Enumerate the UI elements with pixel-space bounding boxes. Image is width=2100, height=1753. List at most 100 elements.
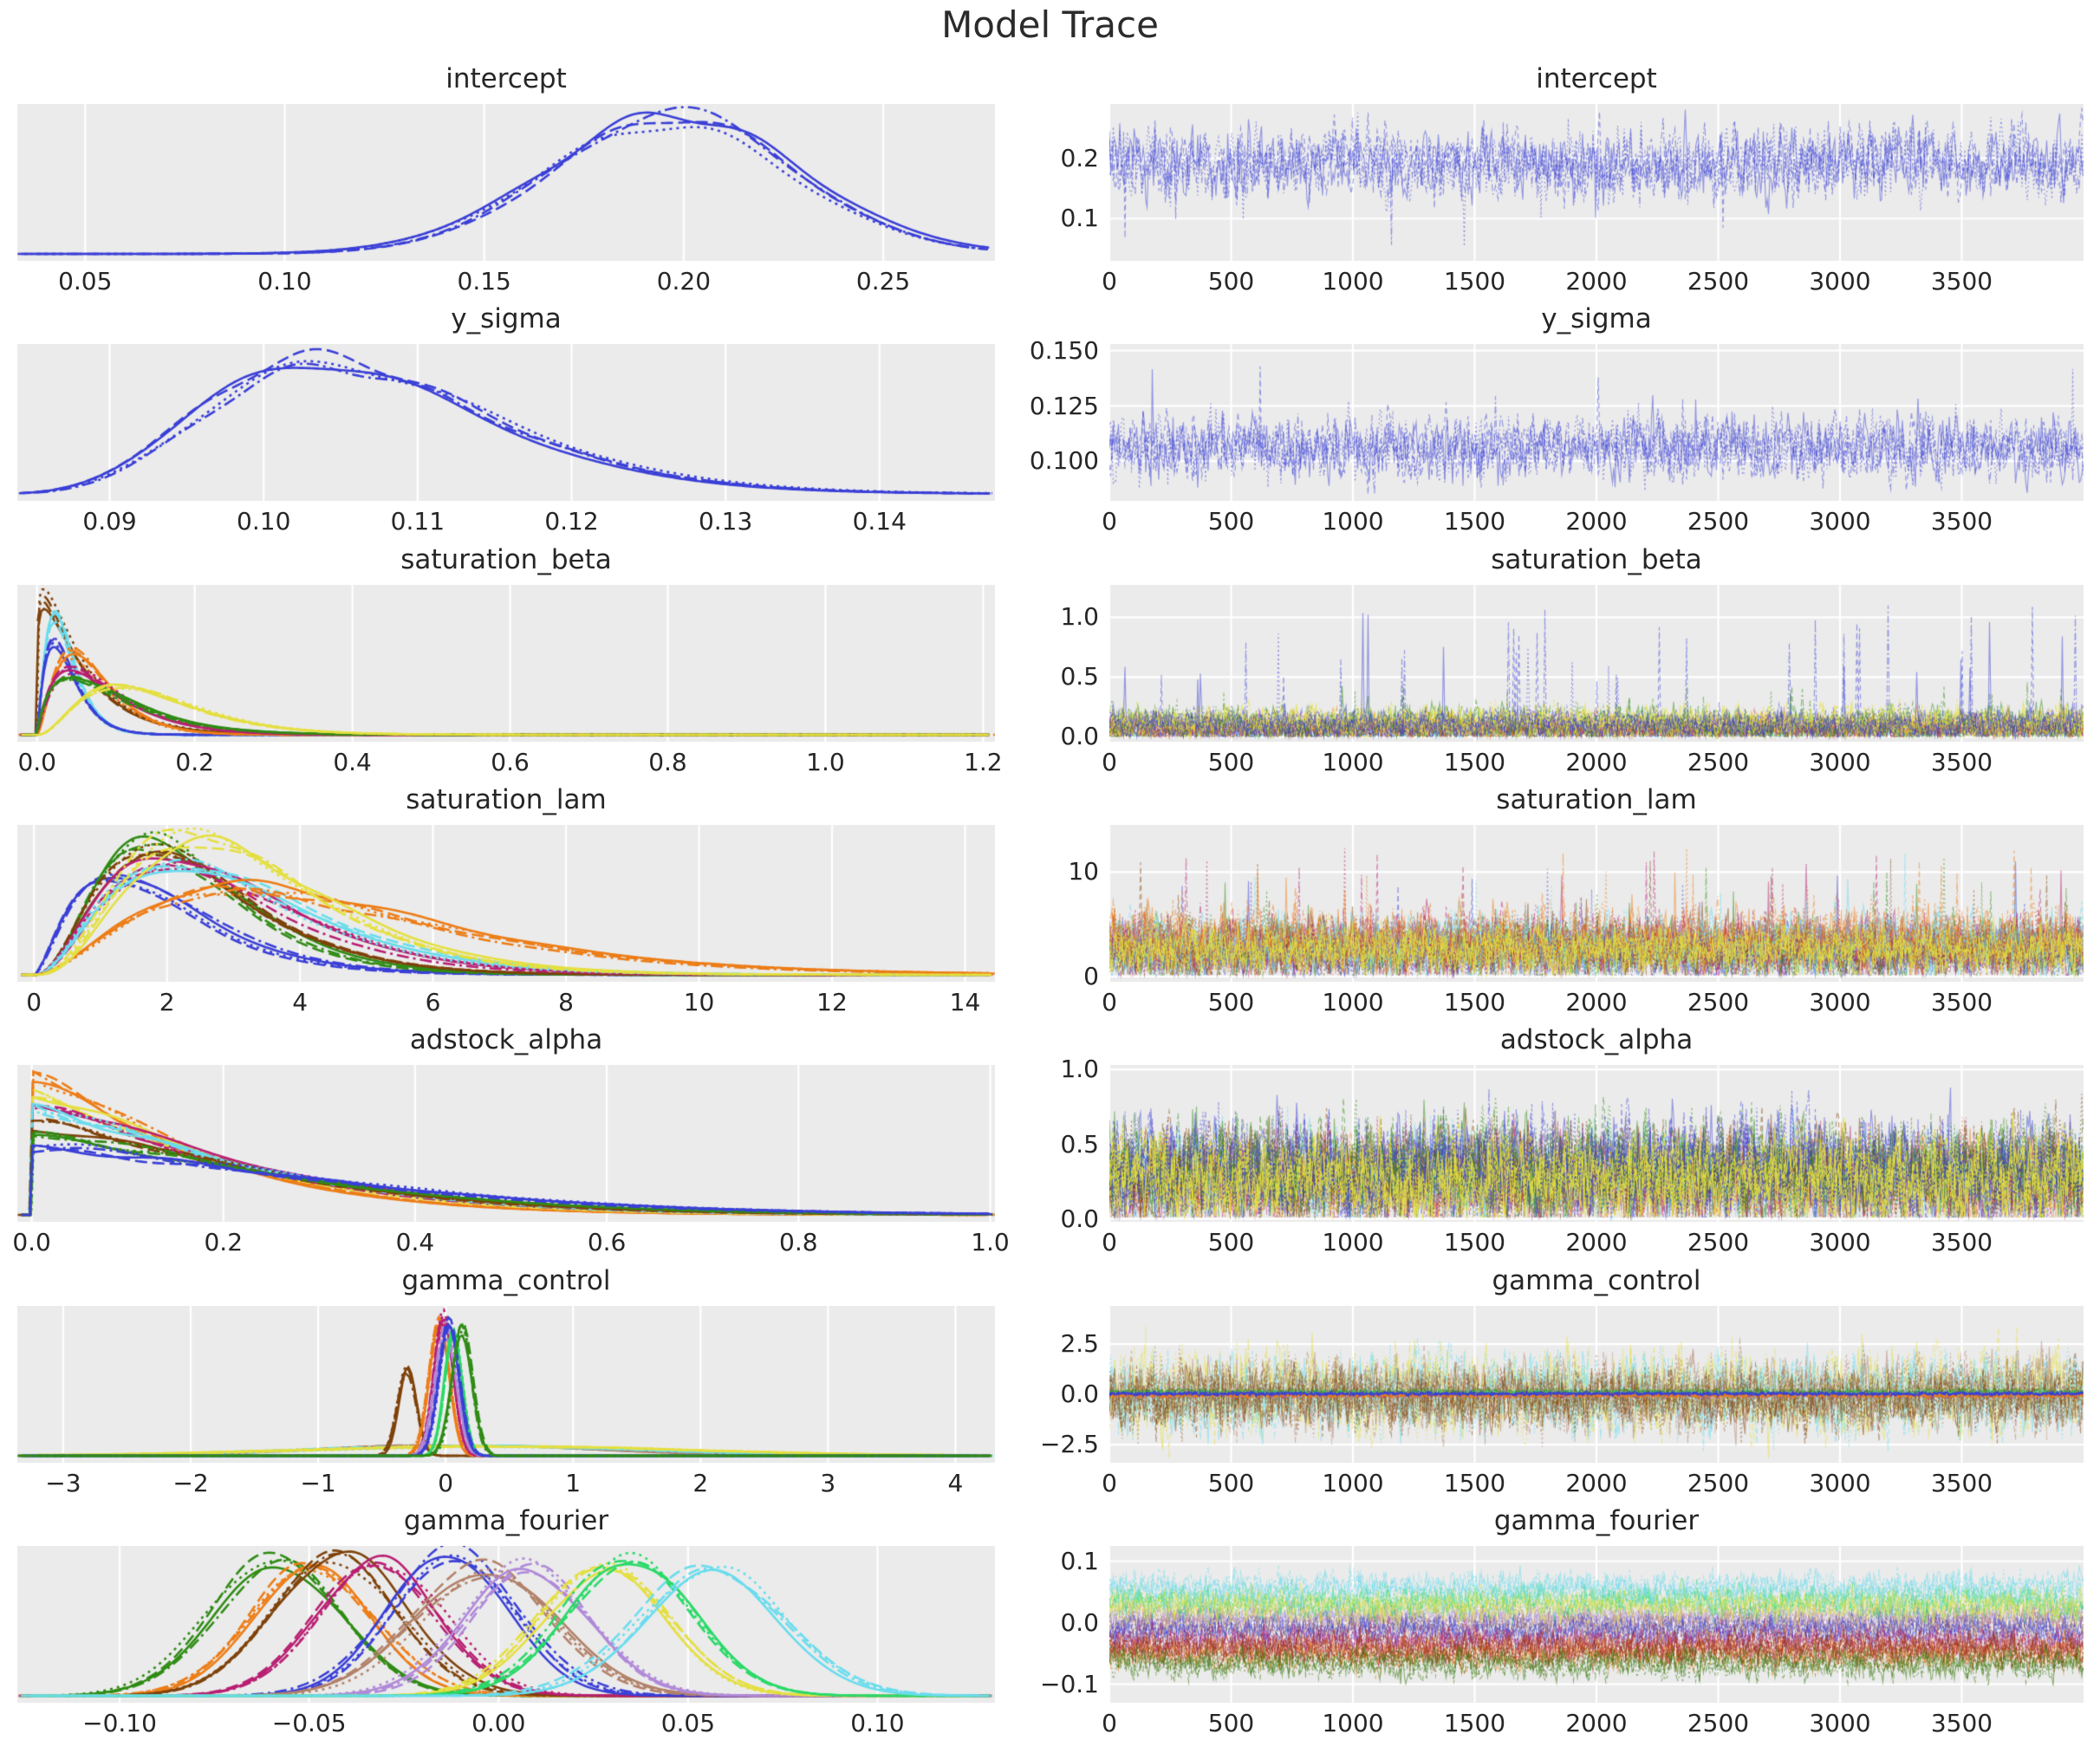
trace-y-tick-label: 0: [1083, 961, 1099, 990]
trace-plot-y_sigma: [1109, 344, 2084, 502]
kde-x-tick-label: 0.25: [855, 267, 911, 295]
kde-x-tick-label: 0.6: [491, 747, 530, 776]
trace-x-tick-label: 3000: [1809, 747, 1871, 776]
trace-x-tick-label: 500: [1207, 987, 1255, 1016]
trace-x-tick-label: 3000: [1809, 1468, 1871, 1497]
trace-x-tick-label: 0: [1102, 747, 1117, 776]
trace-x-tick-label: 3500: [1930, 507, 1993, 536]
kde-x-tick-label: 0.13: [698, 507, 753, 536]
trace-x-tick-label: 1000: [1322, 747, 1384, 776]
kde-x-tick-label: 0.12: [544, 507, 599, 536]
trace-x-tick-label: 2000: [1565, 507, 1628, 536]
kde-title-gamma_fourier: gamma_fourier: [403, 1504, 609, 1536]
kde-x-tick-label: 0.05: [660, 1708, 716, 1737]
trace-title-gamma_fourier: gamma_fourier: [1493, 1504, 1700, 1536]
trace-plot-saturation_lam: [1109, 824, 2084, 982]
kde-x-tick-label: 0.09: [82, 507, 137, 536]
kde-title-intercept: intercept: [445, 63, 567, 94]
trace-x-tick-label: 2500: [1687, 987, 1750, 1016]
row-saturation_lam: saturation_lam saturation_lam 0 2 4 6 8 10 12 14 0…: [0, 776, 2100, 1016]
trace-x-tick-label: 500: [1207, 507, 1255, 536]
trace-x-tick-label: 3000: [1809, 1228, 1871, 1257]
trace-y-tick-label: 0.100: [1029, 446, 1099, 476]
trace-x-tick-label: 2000: [1565, 1228, 1628, 1257]
trace-x-tick-label: 3500: [1930, 747, 1993, 776]
kde-x-tick-label: 0.4: [333, 747, 372, 776]
kde-x-tick-label: 2: [159, 987, 175, 1016]
trace-x-tick-label: 1500: [1443, 987, 1506, 1016]
kde-title-saturation_beta: saturation_beta: [400, 543, 612, 575]
figure-title: Model Trace: [941, 3, 1159, 46]
kde-title-saturation_lam: saturation_lam: [406, 783, 607, 815]
trace-plot-adstock_alpha: [1109, 1065, 2084, 1223]
trace-x-tick-label: 2000: [1565, 1708, 1628, 1737]
trace-x-tick-label: 0: [1102, 1228, 1117, 1257]
trace-x-tick-label: 1500: [1443, 747, 1506, 776]
trace-x-tick-label: 3000: [1809, 987, 1871, 1016]
trace-y-tick-label: 1.0: [1060, 601, 1099, 631]
kde-x-tick-label: 1.0: [806, 747, 845, 776]
trace-y-tick-label: 0.5: [1060, 1129, 1099, 1159]
kde-plot-gamma_control: [17, 1305, 995, 1463]
trace-x-tick-label: 2000: [1565, 987, 1628, 1016]
trace-x-tick-label: 1500: [1443, 507, 1506, 536]
kde-title-y_sigma: y_sigma: [451, 303, 562, 335]
kde-x-tick-label: 2: [692, 1468, 709, 1497]
trace-title-adstock_alpha: adstock_alpha: [1499, 1024, 1694, 1056]
kde-plot-y_sigma: [17, 344, 995, 502]
trace-y-tick-label: 10: [1068, 857, 1099, 886]
trace-x-tick-label: 2000: [1565, 1468, 1628, 1497]
kde-x-tick-label: 0.11: [390, 507, 445, 536]
kde-x-tick-label: 1: [565, 1468, 582, 1497]
kde-title-gamma_control: gamma_control: [401, 1264, 611, 1296]
kde-x-tick-label: 0.6: [587, 1228, 627, 1257]
trace-x-tick-label: 2500: [1687, 1468, 1750, 1497]
kde-title-adstock_alpha: adstock_alpha: [409, 1024, 603, 1056]
trace-plot-saturation_beta: [1109, 584, 2084, 742]
trace-y-tick-label: 0.0: [1060, 722, 1099, 751]
trace-y-tick-label: 0.0: [1060, 1379, 1099, 1408]
trace-title-saturation_lam: saturation_lam: [1496, 783, 1697, 815]
trace-y-tick-label: 0.1: [1060, 1546, 1099, 1575]
kde-x-tick-label: 0.10: [257, 267, 312, 295]
trace-x-tick-label: 0: [1102, 267, 1117, 295]
trace-y-tick-label: 0.125: [1029, 391, 1099, 420]
kde-x-tick-label: 0.05: [58, 267, 113, 295]
trace-x-tick-label: 2000: [1565, 267, 1628, 295]
kde-x-tick-label: 4: [947, 1468, 964, 1497]
kde-x-tick-label: 12: [816, 987, 848, 1016]
trace-y-tick-label: −2.5: [1040, 1429, 1099, 1458]
trace-x-tick-label: 2000: [1565, 747, 1628, 776]
trace-x-tick-label: 500: [1207, 1468, 1255, 1497]
kde-x-tick-label: 0.2: [175, 747, 214, 776]
trace-title-saturation_beta: saturation_beta: [1491, 543, 1702, 575]
kde-plot-adstock_alpha: [17, 1065, 995, 1223]
trace-y-tick-label: 2.5: [1060, 1328, 1099, 1358]
trace-plot-gamma_control: [1109, 1305, 2084, 1463]
kde-x-tick-label: 0.00: [471, 1708, 526, 1737]
trace-x-tick-label: 2500: [1687, 507, 1750, 536]
trace-y-tick-label: 0.5: [1060, 661, 1099, 691]
row-saturation_beta: saturation_beta saturation_beta 0.0 0.2 0.4 0…: [0, 536, 2100, 776]
trace-x-tick-label: 0: [1102, 1708, 1117, 1737]
row-y_sigma: y_sigma y_sigma 0.09 0.10 0.11 0.12 0.13 0.14 0 5…: [0, 295, 2100, 536]
kde-plot-intercept: [17, 104, 995, 261]
kde-x-tick-label: −0.05: [271, 1708, 347, 1737]
kde-x-tick-label: 3: [820, 1468, 836, 1497]
kde-x-tick-label: 0.0: [12, 1228, 51, 1257]
trace-title-intercept: intercept: [1536, 63, 1657, 94]
trace-x-tick-label: 500: [1207, 1708, 1255, 1737]
kde-x-tick-label: 0.2: [204, 1228, 244, 1257]
trace-y-tick-label: 0.1: [1060, 204, 1099, 233]
trace-x-tick-label: 2500: [1687, 1228, 1750, 1257]
row-intercept: intercept intercept 0.05 0.10 0.15 0.20 0.25 0 5…: [0, 55, 2100, 295]
trace-x-tick-label: 2500: [1687, 747, 1750, 776]
trace-y-tick-label: 0.0: [1060, 1607, 1099, 1637]
trace-title-gamma_control: gamma_control: [1492, 1264, 1701, 1296]
kde-x-tick-label: 10: [683, 987, 715, 1016]
kde-x-tick-label: −0.10: [82, 1708, 157, 1737]
trace-x-tick-label: 1500: [1443, 1708, 1506, 1737]
kde-x-tick-label: 0.4: [395, 1228, 435, 1257]
kde-x-tick-label: 0: [26, 987, 42, 1016]
kde-x-tick-label: 1.2: [964, 747, 1003, 776]
